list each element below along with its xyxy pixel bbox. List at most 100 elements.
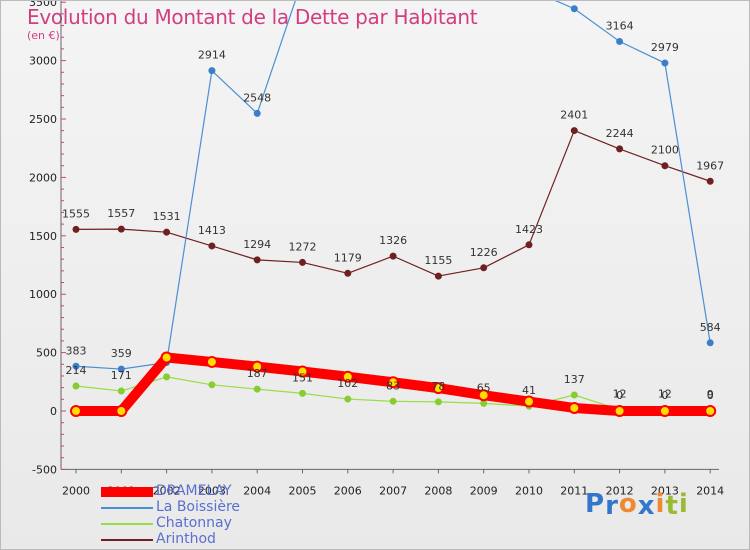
data-point-arinthod: [661, 162, 669, 170]
data-point-arinthod: [525, 241, 533, 249]
data-point-la-boissiere: [616, 37, 624, 45]
data-point-arinthod: [163, 228, 171, 236]
data-label-la-boissiere: 584: [700, 321, 721, 334]
data-point-arinthod: [117, 225, 125, 233]
legend: DRAMELAY La Boissière Chatonnay Arinthod: [101, 483, 301, 548]
data-point-arinthod: [299, 258, 306, 266]
data-label-la-boissiere: 383: [66, 344, 87, 357]
x-tick-label: 2009: [470, 484, 498, 497]
y-tick-label: -500: [32, 463, 57, 476]
y-tick-label: 2500: [29, 113, 57, 126]
x-tick-label: 2004: [243, 484, 271, 497]
data-label-arinthod: 2401: [560, 109, 588, 122]
legend-item-arinthod: Arinthod: [101, 531, 301, 548]
data-label-arinthod: 1179: [334, 251, 362, 264]
data-label-la-boissiere: 359: [111, 347, 132, 360]
data-point-dramelay: [115, 405, 128, 417]
data-label-la-boissiere: 2979: [651, 41, 679, 54]
x-tick-label: 2000: [62, 484, 90, 497]
data-point-dramelay: [568, 401, 581, 414]
data-point-dramelay: [658, 405, 671, 417]
x-tick-label: 2002: [153, 484, 181, 497]
data-label-la-boissiere: 2914: [198, 49, 226, 62]
data-point-dramelay: [296, 365, 309, 378]
data-label-arinthod: 1555: [62, 207, 90, 220]
data-label-dramelay: 0: [616, 389, 623, 402]
data-point-dramelay: [477, 389, 490, 402]
data-label-chatonnay: 12: [658, 388, 672, 401]
data-point-arinthod: [72, 225, 80, 233]
data-label-chatonnay: 12: [613, 388, 627, 401]
legend-item-la-boissiere: La Boissière: [101, 499, 301, 516]
data-point-arinthod: [208, 242, 216, 250]
y-tick-label: 3000: [29, 55, 57, 68]
data-labels: 1555 1557 1531 1413 1294 1272 1179 1326 1155 1226…: [62, 19, 724, 402]
legend-label: Chatonnay: [156, 515, 232, 531]
brand-letter: P: [585, 489, 606, 519]
data-label-arinthod: 1423: [515, 223, 543, 236]
data-point-chatonnay: [117, 387, 125, 395]
data-point-la-boissiere: [72, 362, 80, 370]
y-tick-label: 1500: [29, 230, 57, 243]
x-tick-label: 2011: [560, 484, 588, 497]
chart-title: Evolution du Montant de la Dette par Hab…: [27, 5, 478, 29]
series-line-la-boissiere: [75, 1, 711, 370]
data-label-chatonnay: 78: [431, 380, 445, 393]
legend-swatch: [101, 487, 153, 497]
legend-item-chatonnay: Chatonnay: [101, 515, 301, 532]
x-tick-label: 2008: [424, 484, 452, 497]
y-tick-label: 0: [50, 405, 57, 418]
data-label-la-boissiere: 2548: [243, 91, 271, 104]
legend-swatch: [101, 539, 153, 541]
data-point-dramelay: [341, 370, 354, 383]
data-point-la-boissiere: [253, 109, 261, 117]
data-point-arinthod: [253, 256, 261, 264]
data-label-arinthod: 1531: [153, 210, 181, 223]
data-point-arinthod: [480, 264, 488, 272]
data-point-la-boissiere: [117, 365, 125, 373]
data-label-chatonnay: 9: [707, 388, 714, 401]
brand-letter: r: [605, 491, 619, 521]
x-tick-label: 2007: [379, 484, 407, 497]
data-label-arinthod: 1557: [107, 207, 135, 220]
y-tick-label: 500: [36, 347, 57, 360]
data-label-la-boissiere: 3164: [606, 19, 634, 32]
x-tick-label: 2014: [696, 484, 724, 497]
data-point-dramelay: [523, 395, 535, 408]
y-tick-label: 2000: [29, 171, 57, 184]
data-point-arinthod: [434, 272, 442, 280]
legend-item-dramelay: DRAMELAY: [101, 483, 301, 500]
y-tick-label: 1000: [29, 288, 57, 301]
data-point-arinthod: [570, 127, 578, 135]
data-point-chatonnay: [434, 398, 442, 406]
data-label-arinthod: 2244: [606, 127, 634, 140]
x-tick-label: 2013: [651, 484, 679, 497]
data-label-arinthod: 1226: [470, 246, 498, 259]
data-label-dramelay: 0: [661, 389, 668, 402]
data-label-arinthod: 1326: [379, 234, 407, 247]
legend-label: Arinthod: [156, 531, 216, 547]
data-point-arinthod: [344, 269, 352, 277]
data-label-chatonnay: 65: [477, 381, 491, 394]
data-point-chatonnay: [253, 385, 261, 393]
x-tick-label: 2003: [198, 484, 226, 497]
axes: -500050010001500200025003000350040004500…: [29, 1, 724, 497]
legend-label: DRAMELAY: [156, 483, 232, 499]
data-point-la-boissiere: [706, 339, 714, 347]
x-tick-label: 2006: [334, 484, 362, 497]
data-label-arinthod: 1294: [243, 238, 271, 251]
data-point-arinthod: [706, 177, 714, 185]
y-tick-label: 3500: [29, 1, 57, 9]
data-point-chatonnay: [344, 395, 352, 403]
data-label-arinthod: 1155: [424, 254, 452, 267]
data-label-chatonnay: 41: [522, 384, 536, 397]
data-label-dramelay: 0: [707, 389, 714, 402]
data-point-chatonnay: [570, 391, 578, 399]
data-label-chatonnay: 151: [292, 371, 313, 384]
data-point-la-boissiere: [661, 59, 669, 67]
legend-swatch: [101, 507, 153, 509]
data-point-chatonnay: [163, 373, 171, 381]
data-point-chatonnay: [299, 389, 306, 397]
